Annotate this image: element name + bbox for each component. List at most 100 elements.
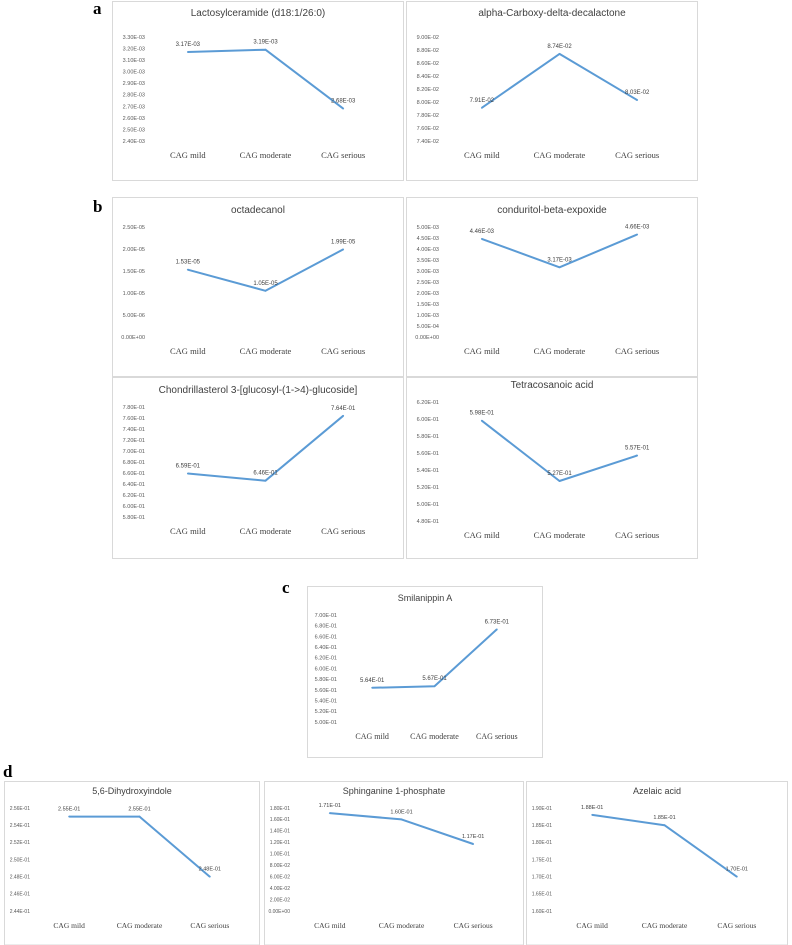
data-label: 1.53E-05 <box>176 260 201 266</box>
chart-border <box>4 781 260 945</box>
x-category-label: CAG moderate <box>379 921 425 930</box>
y-tick-label: 0.00E+00 <box>121 335 145 341</box>
data-point <box>186 472 189 475</box>
chart-title: Tetracosanoic acid <box>511 380 594 391</box>
x-category-label: CAG moderate <box>240 346 292 356</box>
chart-svg: octadecanol 0.00E+00 5.00E-06 1.00E-05 1.50E… <box>112 197 404 377</box>
chart-border <box>112 197 404 377</box>
chart-6: Tetracosanoic acid 4.80E-01 5.00E-01 5.20E-… <box>406 377 698 559</box>
y-tick-label: 2.90E-03 <box>123 81 145 87</box>
y-tick-label: 1.50E-03 <box>417 302 439 308</box>
chart-border <box>406 1 698 181</box>
data-label: 5.98E-01 <box>470 411 495 417</box>
y-tick-label: 3.00E-03 <box>417 269 439 275</box>
data-point <box>558 480 561 482</box>
y-tick-label: 1.20E-01 <box>270 840 291 846</box>
panel-label-a: a <box>93 0 102 18</box>
x-category-label: CAG mild <box>464 530 500 540</box>
y-tick-label: 5.00E-06 <box>123 313 145 319</box>
y-tick-label: 4.00E-02 <box>270 886 291 892</box>
x-category-label: CAG moderate <box>240 150 292 160</box>
data-label: 7.64E-01 <box>331 406 356 412</box>
x-category-label: CAG mild <box>170 150 206 160</box>
x-category-label: CAG mild <box>576 921 608 930</box>
y-tick-label: 6.00E-01 <box>417 417 439 423</box>
y-tick-label: 1.75E-01 <box>532 857 553 863</box>
chart-title: conduritol-beta-expoxide <box>497 205 607 216</box>
y-tick-label: 8.00E-02 <box>417 100 439 106</box>
y-tick-label: 5.80E-01 <box>417 434 439 440</box>
data-point <box>186 51 189 53</box>
chart-border <box>406 197 698 377</box>
chart-title: Sphinganine 1-phosphate <box>343 786 446 796</box>
chart-2: alpha-Carboxy-delta-decalactone 7.40E-02 7… <box>406 1 698 181</box>
y-tick-label: 5.00E-04 <box>417 324 439 330</box>
y-tick-label: 6.60E-01 <box>315 634 337 640</box>
y-tick-label: 3.20E-03 <box>123 46 145 52</box>
data-label: 4.66E-03 <box>625 224 650 230</box>
y-tick-label: 1.70E-01 <box>532 874 553 880</box>
data-point <box>264 289 267 292</box>
y-tick-label: 6.00E-01 <box>123 504 145 510</box>
x-category-label: CAG mild <box>53 921 85 930</box>
x-category-label: CAG serious <box>454 921 493 930</box>
data-label: 1.60E-01 <box>390 809 412 815</box>
y-tick-label: 2.40E-03 <box>123 139 145 145</box>
y-tick-label: 2.50E-01 <box>10 857 31 863</box>
x-category-label: CAG serious <box>476 732 518 741</box>
y-tick-label: 5.00E-01 <box>315 720 337 726</box>
data-label: 3.17E-03 <box>547 257 572 263</box>
chart-svg: Chondrillasterol 3-[glucosyl-(1->4)-gluc… <box>112 377 404 559</box>
data-point <box>342 248 345 251</box>
x-category-label: CAG serious <box>615 530 659 540</box>
y-tick-label: 7.40E-02 <box>417 139 439 145</box>
data-label: 1.99E-05 <box>331 239 356 245</box>
data-point <box>208 875 211 878</box>
y-tick-label: 3.30E-03 <box>123 35 145 41</box>
y-tick-label: 0.00E+00 <box>415 335 439 341</box>
data-point <box>591 813 594 816</box>
x-category-label: CAG mild <box>464 346 500 356</box>
panel-label-b: b <box>93 197 103 216</box>
x-category-label: CAG serious <box>321 346 365 356</box>
chart-border <box>264 781 524 945</box>
y-tick-label: 5.40E-01 <box>315 699 337 705</box>
data-point <box>636 99 639 101</box>
y-tick-label: 8.00E-02 <box>270 863 291 869</box>
y-tick-label: 7.80E-01 <box>123 405 145 411</box>
chart-title: Azelaic acid <box>633 786 681 796</box>
x-category-label: CAG serious <box>615 346 659 356</box>
x-category-label: CAG mild <box>170 526 206 536</box>
chart-border <box>406 377 698 559</box>
y-tick-label: 2.50E-03 <box>123 127 145 133</box>
data-label: 1.85E-01 <box>653 815 675 821</box>
chart-title: 5,6-Dihydroxyindole <box>92 786 172 796</box>
y-tick-label: 2.70E-03 <box>123 104 145 110</box>
x-category-label: CAG serious <box>717 921 756 930</box>
y-tick-label: 2.46E-01 <box>10 892 31 898</box>
y-tick-label: 7.60E-01 <box>123 416 145 422</box>
chart-4: conduritol-beta-expoxide 0.00E+00 5.00E-04… <box>406 197 698 377</box>
y-tick-label: 2.50E-03 <box>417 280 439 286</box>
panel-label-c: c <box>282 578 290 597</box>
data-label: 7.91E-02 <box>470 98 495 104</box>
data-label: 8.03E-02 <box>625 90 650 96</box>
y-tick-label: 7.80E-02 <box>417 113 439 119</box>
y-tick-label: 8.40E-02 <box>417 74 439 80</box>
chart-9: Sphinganine 1-phosphate 0.00E+00 2.00E-02 4… <box>264 781 524 945</box>
y-tick-label: 4.50E-03 <box>417 236 439 242</box>
x-category-label: CAG mild <box>314 921 346 930</box>
y-tick-label: 8.20E-02 <box>417 87 439 93</box>
x-category-label: CAG serious <box>321 150 365 160</box>
y-tick-label: 1.40E-01 <box>270 829 291 835</box>
y-tick-label: 5.80E-01 <box>123 515 145 521</box>
y-tick-label: 1.90E-01 <box>532 806 553 812</box>
data-label: 6.59E-01 <box>176 464 201 470</box>
y-tick-label: 2.80E-03 <box>123 93 145 99</box>
y-tick-label: 1.60E-01 <box>532 909 553 915</box>
y-tick-label: 5.00E-01 <box>417 502 439 508</box>
y-tick-label: 3.50E-03 <box>417 258 439 264</box>
y-tick-label: 7.00E-01 <box>123 449 145 455</box>
panel-label-d: d <box>3 762 13 781</box>
data-label: 5.27E-01 <box>547 471 572 477</box>
